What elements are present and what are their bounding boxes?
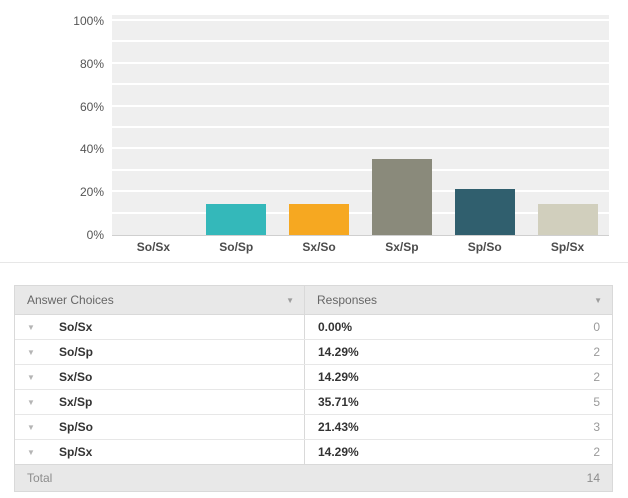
response-count: 2 bbox=[593, 370, 600, 384]
row-expander-icon[interactable]: ▼ bbox=[27, 447, 35, 457]
gridline bbox=[112, 61, 609, 64]
response-count: 2 bbox=[593, 445, 600, 459]
x-axis-category-label: So/Sp bbox=[219, 240, 254, 254]
y-axis-tick-label: 20% bbox=[79, 185, 104, 200]
responses-cell: 35.71% 5 bbox=[305, 390, 612, 414]
table-row: ▼ Sx/Sp 35.71% 5 bbox=[15, 390, 612, 415]
y-axis-tick-label: 0% bbox=[86, 228, 104, 242]
table-row: ▼ So/Sx 0.00% 0 bbox=[15, 315, 612, 340]
gridline bbox=[112, 104, 609, 107]
answer-choices-header-label: Answer Choices bbox=[27, 293, 114, 307]
results-bar-chart: 100% 80% 60% 40% 20% 0% So/Sx So/Sp Sx/So Sx/Sp S… bbox=[0, 14, 628, 263]
table-header-row: Answer Choices ▼ Responses ▼ bbox=[15, 286, 612, 315]
answer-choice-cell: ▼ Sp/Sx bbox=[15, 440, 305, 464]
x-axis-category-label: So/Sx bbox=[136, 240, 171, 254]
total-value: 14 bbox=[586, 471, 600, 485]
answer-choice-label: So/Sx bbox=[59, 320, 93, 334]
responses-cell: 14.29% 2 bbox=[305, 365, 612, 389]
row-expander-icon[interactable]: ▼ bbox=[27, 347, 35, 357]
y-axis-tick-label: 100% bbox=[73, 14, 104, 28]
bar-so-sp bbox=[206, 204, 267, 235]
x-axis: So/Sx So/Sp Sx/So Sx/Sp Sp/So Sp/Sx bbox=[112, 240, 609, 254]
response-percent: 14.29% bbox=[318, 345, 359, 359]
bar-sx-so bbox=[289, 204, 350, 235]
gridline bbox=[112, 211, 609, 214]
row-expander-icon[interactable]: ▼ bbox=[27, 422, 35, 432]
bar-sp-sx bbox=[537, 204, 598, 235]
y-axis-tick-label: 60% bbox=[79, 99, 104, 114]
y-axis-tick-label: 80% bbox=[79, 56, 104, 71]
responses-cell: 14.29% 2 bbox=[305, 440, 612, 464]
responses-cell: 21.43% 3 bbox=[305, 415, 612, 439]
total-label: Total bbox=[27, 471, 53, 485]
answer-choice-label: Sp/Sx bbox=[59, 445, 93, 459]
row-expander-icon[interactable]: ▼ bbox=[27, 322, 35, 332]
gridline bbox=[112, 168, 609, 171]
sort-arrow-icon[interactable]: ▼ bbox=[594, 295, 602, 305]
response-count: 2 bbox=[593, 345, 600, 359]
response-count: 5 bbox=[593, 395, 600, 409]
answer-choice-label: Sx/So bbox=[59, 370, 93, 384]
responses-cell: 0.00% 0 bbox=[305, 315, 612, 339]
bar-sp-so bbox=[454, 189, 515, 235]
responses-header-label: Responses bbox=[317, 293, 378, 307]
plot-area bbox=[112, 15, 609, 236]
header-answer-choices[interactable]: Answer Choices ▼ bbox=[15, 286, 305, 314]
answer-choice-cell: ▼ So/Sp bbox=[15, 340, 305, 364]
responses-cell: 14.29% 2 bbox=[305, 340, 612, 364]
results-table: Answer Choices ▼ Responses ▼ ▼ So/Sx 0.00%… bbox=[14, 285, 613, 492]
response-percent: 0.00% bbox=[318, 320, 353, 334]
gridline bbox=[112, 83, 609, 86]
response-percent: 35.71% bbox=[318, 395, 359, 409]
x-axis-category-label: Sx/So bbox=[302, 240, 336, 254]
gridline bbox=[112, 190, 609, 193]
x-axis-category-label: Sp/So bbox=[467, 240, 502, 254]
response-percent: 21.43% bbox=[318, 420, 359, 434]
x-axis-category-label: Sp/Sx bbox=[550, 240, 585, 254]
row-expander-icon[interactable]: ▼ bbox=[27, 397, 35, 407]
table-row: ▼ Sp/Sx 14.29% 2 bbox=[15, 440, 612, 464]
table-row: ▼ So/Sp 14.29% 2 bbox=[15, 340, 612, 365]
gridline bbox=[112, 126, 609, 128]
row-expander-icon[interactable]: ▼ bbox=[27, 372, 35, 382]
response-percent: 14.29% bbox=[318, 370, 359, 384]
answer-choice-cell: ▼ Sp/So bbox=[15, 415, 305, 439]
table-row: ▼ Sx/So 14.29% 2 bbox=[15, 365, 612, 390]
response-count: 3 bbox=[593, 420, 600, 434]
sort-arrow-icon[interactable]: ▼ bbox=[286, 295, 294, 305]
answer-choice-cell: ▼ Sx/So bbox=[15, 365, 305, 389]
x-axis-category-label: Sx/Sp bbox=[385, 240, 419, 254]
response-count: 0 bbox=[593, 320, 600, 334]
answer-choice-label: Sp/So bbox=[59, 420, 94, 434]
answer-choice-label: Sx/Sp bbox=[59, 395, 93, 409]
table-row: ▼ Sp/So 21.43% 3 bbox=[15, 415, 612, 440]
table-total-row: Total 14 bbox=[15, 464, 612, 491]
gridline bbox=[112, 19, 609, 21]
response-percent: 14.29% bbox=[318, 445, 359, 459]
table-body: ▼ So/Sx 0.00% 0 ▼ So/Sp 14.29% 2 ▼ Sx/So 14.29% 2 ▼ S… bbox=[15, 315, 612, 464]
y-axis-tick-label: 40% bbox=[79, 142, 104, 157]
gridline bbox=[112, 40, 609, 43]
header-responses[interactable]: Responses ▼ bbox=[305, 286, 612, 314]
answer-choice-label: So/Sp bbox=[59, 345, 94, 359]
answer-choice-cell: ▼ So/Sx bbox=[15, 315, 305, 339]
bar-sx-sp bbox=[371, 158, 432, 235]
answer-choice-cell: ▼ Sx/Sp bbox=[15, 390, 305, 414]
gridline bbox=[112, 147, 609, 150]
